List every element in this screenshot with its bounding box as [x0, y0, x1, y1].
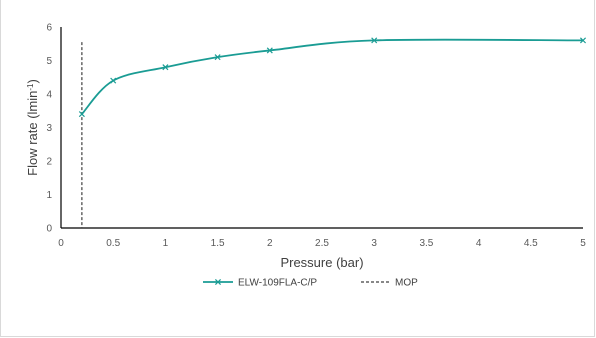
x-tick-label: 4.5	[524, 238, 538, 249]
data-point	[371, 37, 378, 44]
x-tick-label: 0	[58, 238, 64, 249]
y-tick-label: 0	[46, 224, 52, 235]
legend-entry-mop: MOP	[361, 278, 418, 289]
legend-series-label: ELW-109FLA-C/P	[238, 278, 317, 289]
data-point	[579, 37, 587, 44]
y-tick-label: 4	[46, 90, 52, 101]
x-axis-title: Pressure (bar)	[280, 255, 363, 270]
y-tick-label: 3	[46, 123, 52, 134]
x-tick-label: 3	[371, 238, 377, 249]
legend-entry-series: ELW-109FLA-C/P	[203, 278, 317, 289]
x-tick-label: 2	[267, 238, 273, 249]
x-tick-label: 1	[163, 238, 169, 249]
data-point	[266, 47, 273, 54]
y-tick-label: 6	[46, 23, 52, 34]
data-point	[162, 64, 169, 71]
y-axis-title: Flow rate (lmin-1)	[25, 79, 40, 176]
x-tick-label: 5	[580, 238, 586, 249]
y-tick-labels: 0 1 2 3 4 5 6	[46, 23, 52, 235]
x-tick-label: 4	[476, 238, 482, 249]
y-axis-title-main: Flow rate (lmin	[25, 91, 40, 176]
legend-series-marker	[214, 278, 222, 286]
series-layer	[78, 37, 587, 118]
x-tick-label: 3.5	[419, 238, 433, 249]
x-tick-labels: 0 0.5 1 1.5 2 2.5 3 3.5 4 4.5 5	[58, 238, 586, 249]
y-tick-label: 1	[46, 190, 52, 201]
legend: ELW-109FLA-C/P MOP	[203, 278, 418, 289]
series-line	[81, 38, 584, 115]
axes	[60, 27, 583, 229]
y-tick-label: 5	[46, 56, 52, 67]
data-point	[78, 111, 85, 118]
x-tick-label: 1.5	[211, 238, 225, 249]
y-axis-title-suffix: )	[25, 79, 40, 83]
y-tick-label: 2	[46, 157, 52, 168]
data-point	[214, 54, 221, 61]
x-tick-label: 2.5	[315, 238, 329, 249]
y-axis-title-superscript: -1	[26, 83, 35, 91]
data-point	[110, 77, 117, 84]
x-tick-label: 0.5	[106, 238, 120, 249]
legend-mop-label: MOP	[395, 278, 418, 289]
